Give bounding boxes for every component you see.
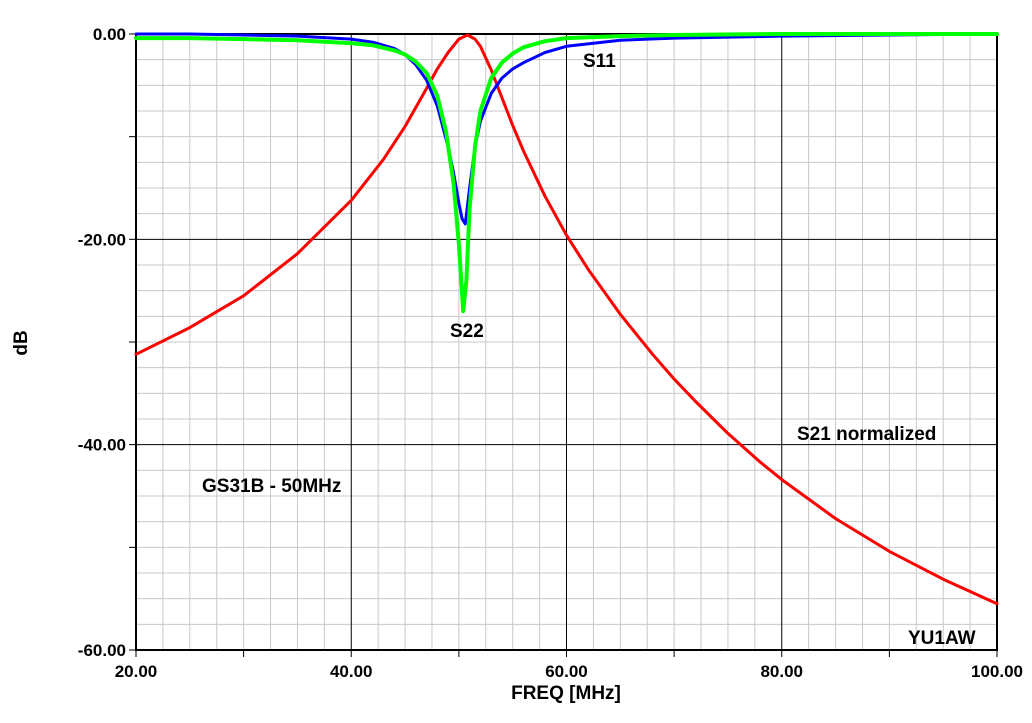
annotation-s11: S11: [583, 51, 616, 72]
annotation-s22: S22: [450, 321, 484, 342]
y-tick-label: 0.00: [93, 25, 126, 44]
y-tick-label: -20.00: [78, 230, 126, 249]
x-axis-label: FREQ [MHz]: [511, 683, 621, 704]
series-line-s11: [134, 32, 999, 226]
x-tick-label: 60.00: [545, 662, 588, 681]
x-tick-label: 20.00: [115, 662, 158, 681]
x-tick-label: 80.00: [760, 662, 803, 681]
series-line-s21-normalized: [134, 33, 999, 606]
tick-labels: 20.00 40.00 60.00 80.00 100.00 0.00 -20.00 -40.…: [78, 25, 1023, 681]
chart-subtitle: GS31B - 50MHz: [202, 476, 341, 497]
minor-grid: [136, 34, 997, 650]
y-axis-label: dB: [11, 330, 32, 355]
series-layer: [134, 32, 999, 606]
x-tick-label: 40.00: [330, 662, 373, 681]
y-tick-label: -60.00: [78, 641, 126, 660]
x-tick-label: 100.00: [971, 662, 1023, 681]
axis-ticks: [129, 33, 998, 657]
credit-label: YU1AW: [908, 628, 976, 649]
series-line-s22: [134, 32, 999, 314]
y-tick-label: -40.00: [78, 436, 126, 455]
annotation-s21: S21 normalized: [797, 424, 936, 445]
